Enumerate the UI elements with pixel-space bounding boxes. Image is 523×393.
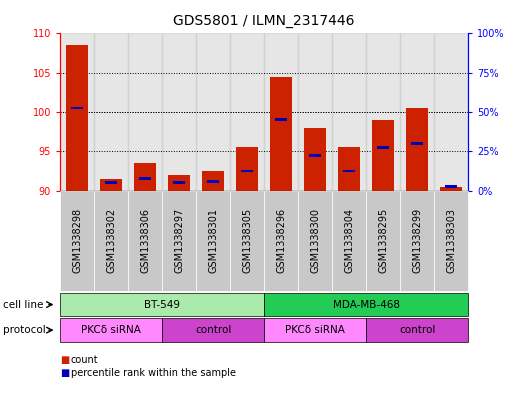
Bar (332, 33, 366, 191)
Bar (309, 154, 321, 156)
Text: control: control (399, 325, 435, 335)
Bar (275, 119, 287, 121)
Text: GSM1338304: GSM1338304 (344, 208, 354, 273)
Bar (366, 33, 400, 191)
Bar (128, 33, 162, 191)
Text: MDA-MB-468: MDA-MB-468 (333, 299, 400, 310)
Text: protocol: protocol (3, 325, 46, 335)
Bar (94, 33, 128, 191)
Text: GSM1338303: GSM1338303 (446, 208, 456, 273)
Text: GSM1338301: GSM1338301 (208, 208, 218, 273)
Bar (168, 175, 190, 191)
Bar (196, 33, 230, 191)
Bar (230, 33, 264, 191)
Text: PKCδ siRNA: PKCδ siRNA (81, 325, 141, 335)
Text: GDS5801 / ILMN_2317446: GDS5801 / ILMN_2317446 (173, 14, 355, 28)
Bar (202, 171, 224, 191)
Bar (445, 185, 457, 188)
Text: GSM1338302: GSM1338302 (106, 208, 116, 273)
Bar (241, 170, 253, 172)
Bar (400, 33, 434, 191)
Bar (411, 142, 423, 145)
Bar (162, 33, 196, 191)
Bar (60, 33, 94, 191)
Bar (298, 33, 332, 191)
Text: GSM1338306: GSM1338306 (140, 208, 150, 273)
Bar (100, 179, 122, 191)
Bar (338, 147, 360, 191)
Bar (173, 182, 185, 184)
Text: control: control (195, 325, 231, 335)
Text: GSM1338295: GSM1338295 (378, 208, 388, 274)
Text: GSM1338305: GSM1338305 (242, 208, 252, 273)
Bar (434, 33, 468, 191)
Text: percentile rank within the sample: percentile rank within the sample (71, 368, 235, 378)
Text: GSM1338298: GSM1338298 (72, 208, 82, 273)
Text: BT-549: BT-549 (144, 299, 180, 310)
Text: count: count (71, 354, 98, 365)
Text: cell line: cell line (3, 299, 43, 310)
Bar (406, 108, 428, 191)
Bar (440, 187, 462, 191)
Text: GSM1338296: GSM1338296 (276, 208, 286, 273)
Bar (105, 182, 117, 184)
Bar (139, 177, 151, 180)
Bar (377, 146, 389, 149)
Bar (270, 77, 292, 191)
Text: GSM1338299: GSM1338299 (412, 208, 422, 273)
Bar (264, 33, 298, 191)
Text: ■: ■ (60, 354, 70, 365)
Bar (66, 45, 88, 191)
Text: PKCδ siRNA: PKCδ siRNA (285, 325, 345, 335)
Bar (236, 147, 258, 191)
Bar (207, 180, 219, 182)
Text: GSM1338300: GSM1338300 (310, 208, 320, 273)
Bar (134, 163, 156, 191)
Bar (71, 107, 83, 109)
Text: GSM1338297: GSM1338297 (174, 208, 184, 274)
Bar (343, 170, 355, 172)
Bar (304, 128, 326, 191)
Bar (372, 120, 394, 191)
Text: ■: ■ (60, 368, 70, 378)
